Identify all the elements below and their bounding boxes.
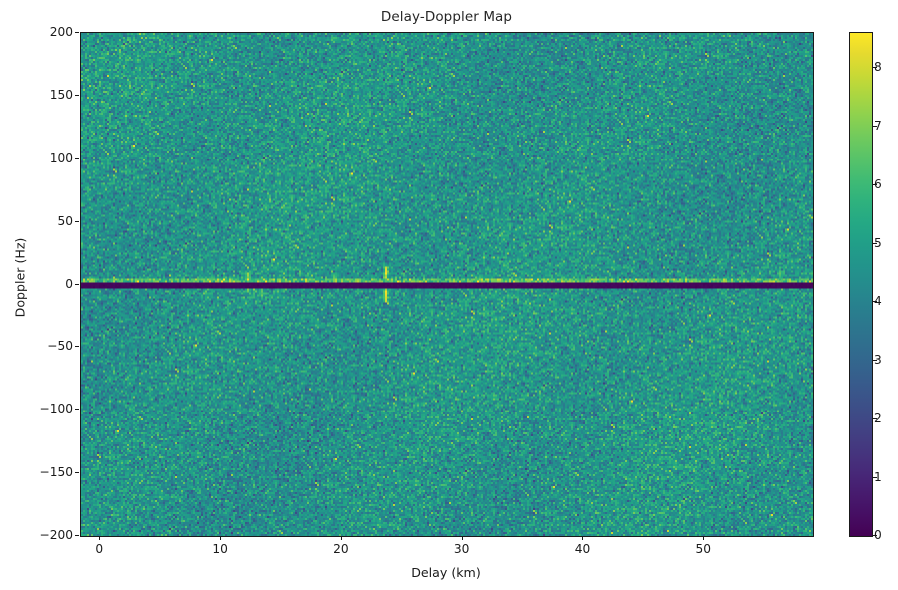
colorbar-tick-mark <box>873 535 877 536</box>
y-tick-mark <box>75 535 79 536</box>
y-tick-label: 150 <box>49 87 73 102</box>
y-tick-mark <box>75 472 79 474</box>
colorbar-tick-label: 3 <box>874 352 882 367</box>
y-tick-label: 50 <box>57 213 73 228</box>
y-tick-label: 100 <box>49 150 73 165</box>
colorbar-tick-label: 2 <box>874 411 882 426</box>
y-tick-label: −50 <box>47 339 73 354</box>
y-tick-mark <box>75 346 79 348</box>
x-tick-label: 10 <box>212 542 228 556</box>
colorbar-tick-label: 5 <box>874 235 882 250</box>
colorbar-tick-label: 6 <box>874 177 882 192</box>
y-tick-mark <box>75 94 79 96</box>
colorbar[interactable] <box>849 32 873 537</box>
y-tick-mark <box>75 157 79 159</box>
colorbar-tick-mark <box>873 418 877 420</box>
colorbar-tick-label: 7 <box>874 118 882 133</box>
x-tick-mark <box>582 536 584 540</box>
colorbar-tick-label: 1 <box>874 469 882 484</box>
x-tick-mark <box>99 536 101 540</box>
heatmap-plot-area[interactable] <box>80 32 814 537</box>
x-axis-label: Delay (km) <box>411 565 481 580</box>
colorbar-tick-mark <box>873 242 877 244</box>
x-tick-mark <box>461 536 463 540</box>
y-tick-mark <box>75 32 79 33</box>
colorbar-tick-label: 8 <box>874 60 882 75</box>
y-axis-label: Doppler (Hz) <box>12 237 28 318</box>
colorbar-tick-label: 4 <box>874 294 882 309</box>
delay-doppler-heatmap[interactable] <box>81 33 813 536</box>
colorbar-tick-mark <box>873 301 877 303</box>
y-tick-label: 0 <box>65 276 73 291</box>
colorbar-tick-mark <box>873 184 877 186</box>
x-tick-label: 40 <box>574 542 591 556</box>
x-tick-label: 50 <box>695 542 712 556</box>
x-tick-mark <box>340 536 342 540</box>
y-tick-mark <box>75 220 79 222</box>
colorbar-tick-mark <box>873 125 877 127</box>
colorbar-tick-mark <box>873 67 877 69</box>
y-tick-mark <box>75 283 79 285</box>
x-tick-label: 30 <box>453 542 470 556</box>
y-tick-label: −100 <box>39 402 73 417</box>
colorbar-tick-mark <box>873 359 877 361</box>
x-tick-mark <box>220 536 222 540</box>
x-tick-mark <box>703 536 705 540</box>
colorbar-gradient <box>850 33 872 536</box>
x-tick-label: 20 <box>333 542 349 556</box>
y-tick-label: −200 <box>39 528 73 542</box>
colorbar-tick-label: 0 <box>874 528 882 542</box>
y-tick-label: −150 <box>39 465 73 480</box>
x-tick-label: 0 <box>95 542 104 556</box>
colorbar-tick-mark <box>873 476 877 478</box>
page-title: Delay-Doppler Map <box>380 9 513 25</box>
y-tick-mark <box>75 409 79 411</box>
y-tick-label: 200 <box>49 25 73 39</box>
